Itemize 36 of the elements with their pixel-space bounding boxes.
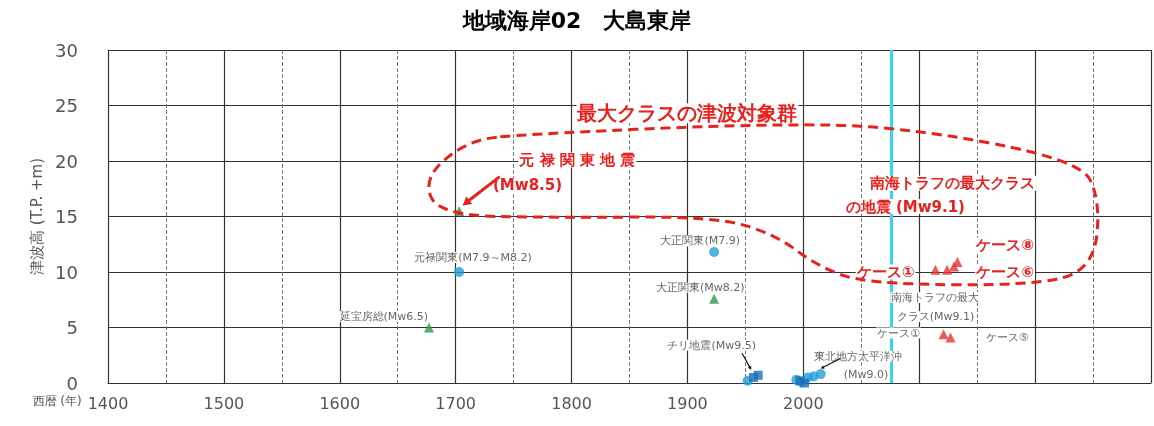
annotation: 東北地方太平洋沖 (813, 349, 902, 363)
annotation: 元禄関東(M7.9～M8.2) (414, 251, 532, 265)
y-tick-label: 0 (66, 372, 78, 394)
y-tick-label: 30 (55, 39, 78, 61)
annotation: ケース⑧ (975, 236, 1034, 255)
annotation: ケース① (876, 326, 920, 340)
x-tick-label: 1900 (667, 393, 708, 413)
y-tick-label: 25 (55, 95, 78, 116)
annotation: 大正関東(M7.9) (660, 234, 740, 248)
annotation: 南海トラフの最大クラス (869, 174, 1036, 193)
x-tick-label: 1400 (87, 393, 129, 413)
y-tick-label: 20 (55, 150, 78, 172)
annotation: ケース⑥ (975, 263, 1034, 281)
annotation: クラス(Mw9.1) (896, 309, 975, 323)
annotation: 最大クラスの津波対象群 (576, 101, 798, 126)
annotation: の地震 (Mw9.1) (845, 197, 965, 216)
annotation: 南海トラフの最大 (891, 291, 980, 305)
annotation: 大正関東(Mw8.2) (655, 281, 745, 295)
y-tick-label: 15 (55, 206, 78, 227)
x-tick-label: 1800 (551, 393, 592, 413)
y-tick-label: 5 (66, 317, 78, 338)
annotation: ケース① (855, 263, 915, 281)
y-axis-title: 津波高 (T.P. +m) (27, 157, 46, 276)
x-tick-label: 1700 (435, 393, 477, 413)
y-tick-label: 10 (55, 261, 78, 283)
annotation: (Mw8.5) (492, 176, 563, 195)
annotation: チリ地震(Mw9.5) (667, 338, 757, 352)
annotation: 延宝房総(Mw6.5) (338, 309, 429, 323)
x-tick-label: 2000 (782, 393, 824, 413)
x-tick-label: 1500 (203, 393, 245, 413)
annotation: 元 禄 関 東 地 震 (518, 150, 636, 169)
annotation: ケース⑤ (985, 330, 1029, 344)
annotation: (Mw9.0) (843, 367, 889, 381)
chart-title: 地域海岸02 大島東岸 (461, 7, 692, 33)
x-axis-title: 西暦 (年) (32, 394, 82, 408)
x-tick-label: 1600 (319, 393, 361, 413)
